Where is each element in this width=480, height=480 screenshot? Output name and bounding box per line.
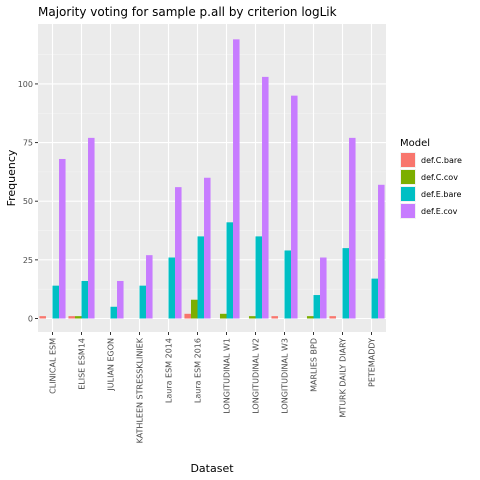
legend: Model def.C.bare def.C.cov def.E.bare def.E… — [400, 138, 462, 219]
y-axis-title: Frequency — [5, 149, 18, 206]
bar-def-E-cov — [378, 184, 385, 319]
bar-def-C-cov — [248, 316, 256, 319]
bar-def-C-bare — [39, 316, 46, 319]
bar-def-E-cov — [88, 137, 95, 319]
bar-def-E-bare — [284, 250, 292, 319]
bar-def-E-cov — [233, 39, 240, 319]
x-tick-label: Laura ESM 2016 — [194, 338, 203, 403]
bar-def-E-bare — [255, 236, 263, 319]
bar-def-E-bare — [226, 222, 234, 319]
bar-def-E-bare — [110, 306, 118, 319]
x-axis-title: Dataset — [190, 462, 234, 475]
bar-def-E-bare — [168, 257, 176, 319]
bar-def-C-cov — [74, 316, 82, 319]
bar-def-C-bare — [329, 316, 336, 319]
chart-title: Majority voting for sample p.all by crit… — [38, 5, 337, 19]
x-axis: CLINICAL ESM ELISE ESM14 JULIAN EGON KATHLE… — [49, 332, 377, 443]
y-tick-label: 25 — [23, 256, 33, 265]
legend-title: Model — [400, 138, 430, 149]
bar-def-E-cov — [59, 158, 66, 319]
legend-key — [401, 153, 415, 167]
x-tick-label: KATHLEEN STRESSKLINIEK — [136, 337, 145, 443]
bar-def-E-cov — [291, 95, 298, 319]
bar-def-C-bare — [68, 316, 75, 319]
bar-def-C-bare — [184, 313, 191, 319]
x-tick-label: LONGITUDINAL W3 — [281, 338, 290, 414]
plot-panel — [38, 24, 386, 332]
bar-def-E-cov — [146, 255, 153, 319]
y-tick-label: 0 — [28, 315, 33, 324]
x-tick-label: ELISE ESM14 — [78, 338, 87, 390]
x-tick-label: MTURK DAILY DIARY — [339, 338, 348, 418]
bar-def-E-bare — [52, 285, 60, 319]
x-tick-label: JULIAN EGON — [107, 338, 116, 392]
bar-def-C-bare — [271, 316, 278, 319]
bar-def-E-cov — [349, 137, 356, 319]
gridlines — [38, 24, 386, 332]
bar-def-E-cov — [117, 280, 124, 319]
bar-def-C-cov — [219, 313, 227, 319]
x-tick-label: PETEMADDY — [368, 338, 377, 387]
y-tick-label: 75 — [23, 139, 33, 148]
bar-def-C-cov — [306, 316, 314, 319]
bar-def-E-cov — [175, 187, 182, 319]
legend-label: def.C.cov — [421, 173, 458, 182]
x-tick-label: Laura ESM 2014 — [165, 338, 174, 403]
legend-key — [401, 170, 415, 184]
x-tick-label: LONGITUDINAL W2 — [252, 338, 261, 414]
legend-key — [401, 204, 415, 218]
bar-def-E-bare — [342, 248, 350, 319]
bar-def-E-bare — [139, 285, 147, 319]
bar-def-E-bare — [81, 280, 89, 319]
legend-label: def.C.bare — [421, 156, 462, 165]
x-tick-label: MARLIES BPD — [310, 338, 319, 392]
y-tick-label: 100 — [18, 80, 33, 89]
bar-def-E-cov — [204, 177, 211, 319]
bar-def-E-cov — [320, 257, 327, 319]
x-tick-label: LONGITUDINAL W1 — [223, 338, 232, 414]
bar-def-E-bare — [313, 295, 321, 319]
legend-label: def.E.bare — [421, 190, 461, 199]
legend-label: def.E.cov — [421, 207, 458, 216]
bar-def-E-bare — [371, 278, 379, 319]
legend-key — [401, 187, 415, 201]
bars — [39, 39, 385, 319]
bar-def-C-cov — [190, 299, 198, 319]
x-tick-label: CLINICAL ESM — [49, 338, 58, 394]
bar-def-E-cov — [262, 76, 269, 319]
bar-def-E-bare — [197, 236, 205, 319]
y-axis: 0 25 50 75 100 — [18, 80, 38, 324]
y-tick-label: 50 — [23, 197, 33, 206]
